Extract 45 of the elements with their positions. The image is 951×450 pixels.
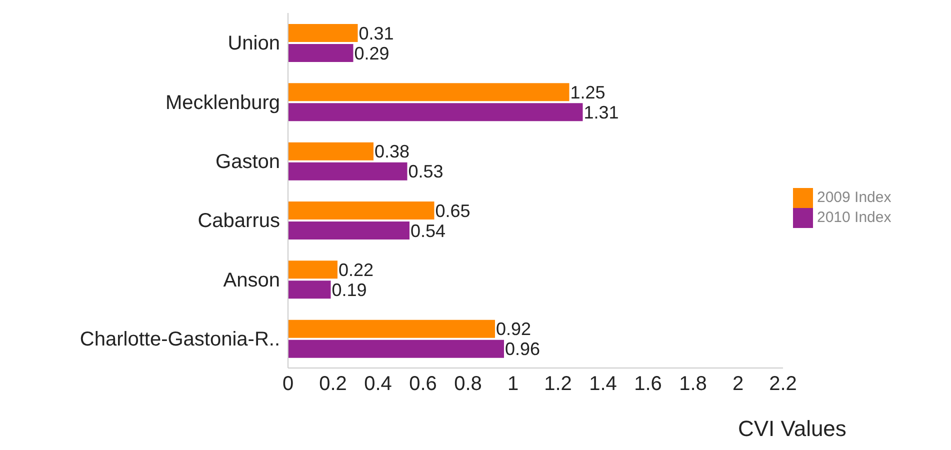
legend-label: 2010 Index bbox=[817, 209, 892, 226]
data-label: 0.53 bbox=[408, 162, 444, 182]
data-label: 0.22 bbox=[338, 260, 374, 280]
x-tick-label: 1 bbox=[507, 373, 519, 396]
bar bbox=[288, 24, 358, 42]
x-tick-label: 0.2 bbox=[319, 373, 347, 396]
data-label: 0.92 bbox=[496, 319, 532, 340]
x-tick-label: 1.4 bbox=[589, 373, 617, 396]
x-tick-label: 1.6 bbox=[634, 373, 662, 396]
y-tick-label: Mecklenburg bbox=[165, 92, 280, 114]
bar bbox=[288, 320, 495, 338]
bar bbox=[288, 222, 410, 240]
data-label: 1.25 bbox=[570, 82, 606, 103]
data-label: 0.31 bbox=[358, 23, 394, 44]
y-tick-label: Union bbox=[228, 32, 280, 55]
x-tick-label: 0.8 bbox=[454, 373, 482, 396]
x-axis-title: CVI Values bbox=[738, 416, 846, 442]
data-label: 0.19 bbox=[332, 280, 367, 300]
x-tick-label: 2.2 bbox=[769, 373, 797, 396]
bar bbox=[288, 44, 354, 62]
data-label: 0.65 bbox=[435, 200, 470, 221]
bar bbox=[288, 142, 374, 160]
bar bbox=[288, 260, 338, 279]
data-label: 0.54 bbox=[410, 220, 446, 241]
bar bbox=[288, 280, 331, 299]
bar bbox=[288, 162, 408, 180]
x-tick-label: 0 bbox=[282, 373, 294, 396]
bar bbox=[288, 202, 434, 220]
x-tick-label: 1.2 bbox=[544, 373, 572, 396]
y-tick-label: Gaston bbox=[216, 151, 280, 174]
data-label: 0.29 bbox=[354, 43, 390, 64]
y-tick-label: Anson bbox=[223, 269, 280, 292]
x-tick-label: 1.8 bbox=[679, 373, 707, 396]
x-tick-label: 2 bbox=[732, 373, 744, 396]
data-label: 1.31 bbox=[584, 102, 619, 123]
y-tick-label: Charlotte-Gastonia-R.. bbox=[80, 328, 280, 351]
y-tick-label: Cabarrus bbox=[198, 210, 280, 232]
bar bbox=[288, 103, 583, 122]
x-tick-label: 0.4 bbox=[364, 373, 392, 396]
bar bbox=[288, 83, 570, 102]
bar bbox=[288, 340, 504, 358]
x-tick-label: 0.6 bbox=[409, 373, 437, 396]
data-label: 0.96 bbox=[505, 339, 540, 360]
data-label: 0.38 bbox=[374, 142, 410, 162]
legend-label: 2009 Index bbox=[817, 189, 892, 206]
